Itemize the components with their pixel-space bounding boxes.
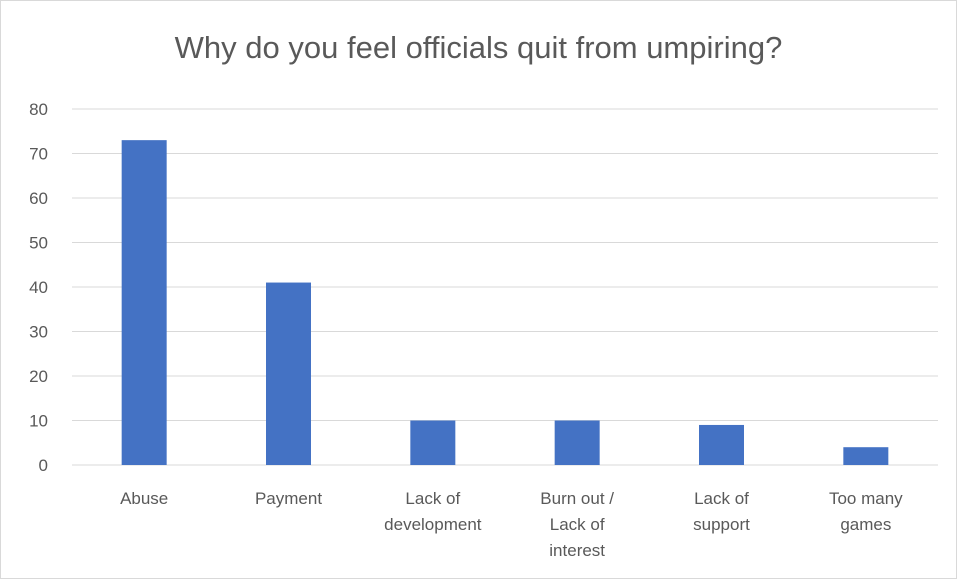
- y-tick-label: 50: [29, 234, 48, 253]
- y-tick-label: 80: [29, 100, 48, 119]
- x-tick-label: Burn out / Lack of interest: [540, 489, 614, 560]
- y-tick-label: 10: [29, 412, 48, 431]
- bar: [699, 424, 744, 465]
- bars: [121, 140, 889, 465]
- x-tick-label: Too many games: [829, 489, 903, 534]
- bar: [843, 447, 889, 465]
- y-tick-label: 20: [29, 367, 48, 386]
- bar: [410, 420, 456, 465]
- x-tick-label: Lack of development: [384, 489, 482, 534]
- bar: [121, 140, 167, 465]
- chart-title: Why do you feel officials quit from umpi…: [174, 30, 783, 65]
- x-tick-label: Lack of support: [693, 489, 750, 534]
- x-axis-labels: Abuse Payment Lack of development Burn out /…: [120, 489, 903, 560]
- gridlines: [72, 108, 938, 466]
- y-tick-label: 30: [29, 323, 48, 342]
- y-axis-ticks: 0 10 20 30 40 50 60 70 80: [29, 100, 48, 475]
- bar: [554, 420, 600, 465]
- y-tick-label: 60: [29, 189, 48, 208]
- y-tick-label: 0: [39, 456, 48, 475]
- y-tick-label: 70: [29, 145, 48, 164]
- x-tick-label: Payment: [255, 489, 322, 508]
- bar: [266, 282, 311, 465]
- y-tick-label: 40: [29, 278, 48, 297]
- x-tick-label: Abuse: [120, 489, 168, 508]
